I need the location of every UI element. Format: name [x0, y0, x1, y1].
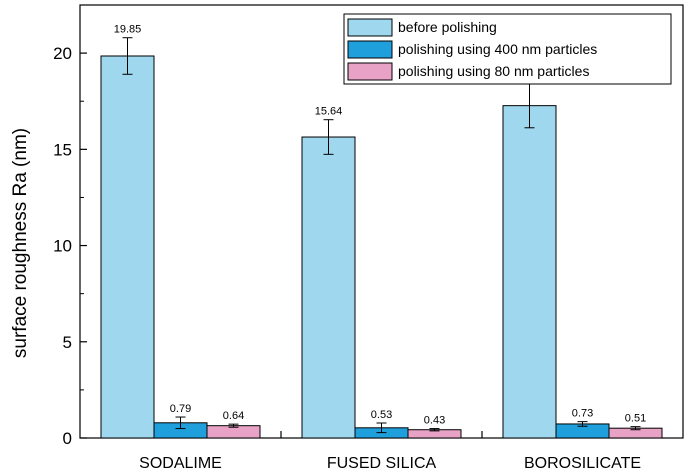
x-category-label: SODALIME	[139, 455, 222, 472]
x-category-label: BOROSILICATE	[524, 455, 641, 472]
data-label: 0.53	[371, 409, 392, 421]
data-label: 0.79	[170, 403, 191, 415]
data-label: 0.64	[223, 410, 244, 422]
data-label: 15.64	[315, 106, 343, 118]
data-label: 0.51	[625, 413, 646, 425]
y-axis-title: surface roughness Ra (nm)	[10, 128, 31, 358]
y-tick-label: 10	[53, 237, 72, 256]
bar	[100, 55, 155, 439]
bar	[301, 136, 356, 439]
y-tick-label: 0	[63, 429, 72, 448]
legend-frame	[343, 13, 672, 85]
legend-swatch	[347, 62, 393, 81]
data-label: 0.73	[572, 408, 593, 420]
y-tick-label: 20	[53, 44, 72, 63]
data-label: 0.43	[424, 415, 445, 427]
legend: before polishing polishing using 400 nm p…	[343, 13, 672, 85]
legend-entry: polishing using 80 nm particles	[398, 63, 589, 79]
bar	[502, 105, 557, 439]
legend-entry: polishing using 400 nm particles	[398, 41, 597, 57]
x-category-label: FUSED SILICA	[327, 455, 437, 472]
legend-swatch	[347, 40, 393, 59]
legend-swatch	[347, 18, 393, 37]
plot-area: 0 5 10 15 20 SODALIME 19.85 0.79 0.64 FUSED SILIC…	[53, 4, 684, 472]
data-label: 19.85	[114, 24, 142, 36]
legend-entry: before polishing	[398, 19, 497, 35]
y-tick-label: 15	[53, 140, 72, 159]
y-tick-label: 5	[63, 333, 72, 352]
